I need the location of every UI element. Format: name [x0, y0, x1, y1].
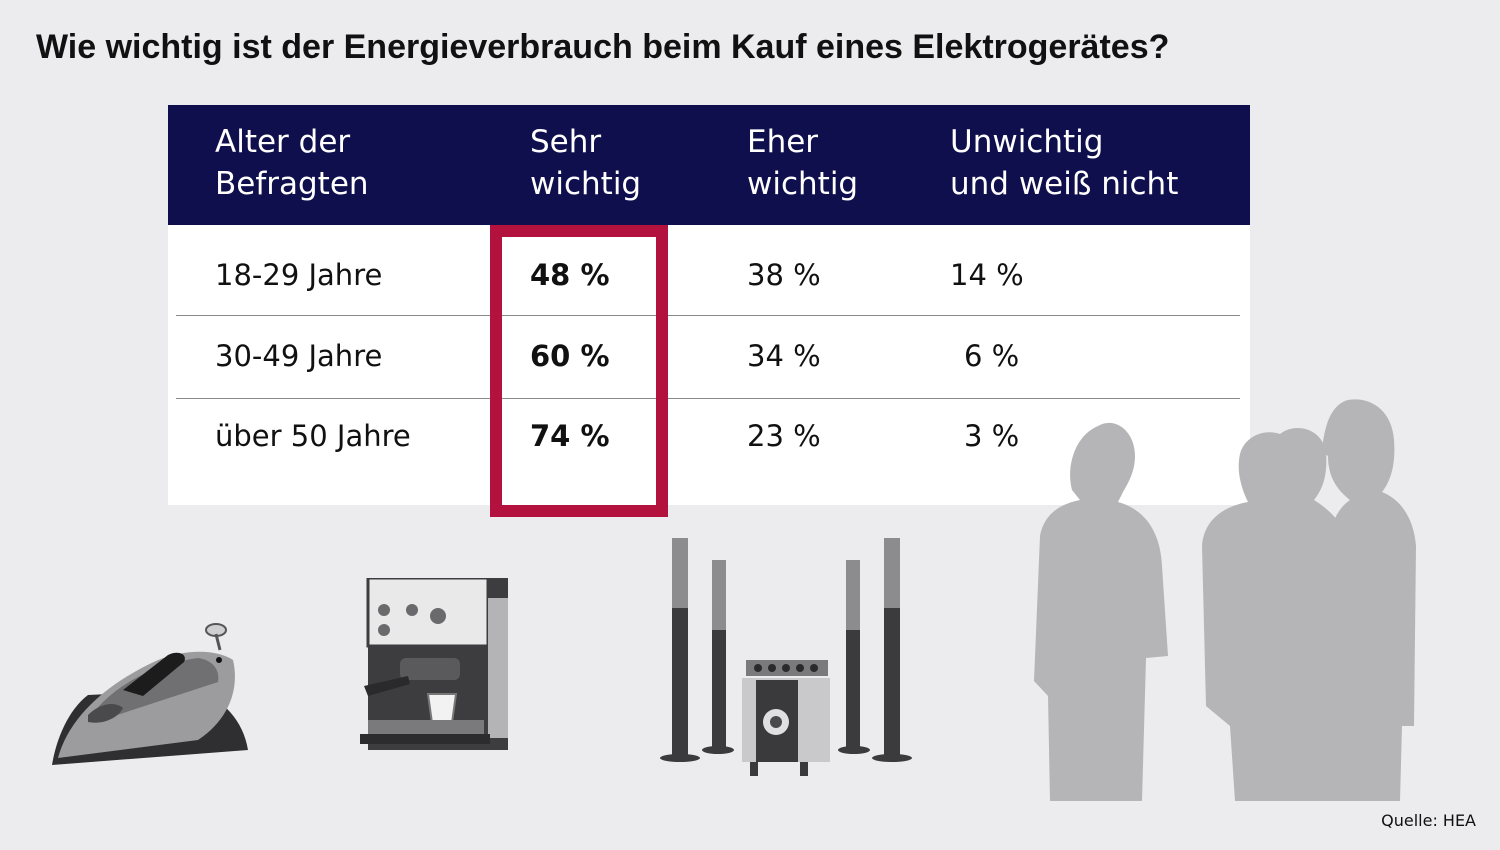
header-age-line1: Alter der: [215, 124, 351, 160]
header-rather-important: Eher wichtig: [747, 121, 858, 205]
home-theater-icon: [660, 538, 912, 776]
row-age: über 50 Jahre: [215, 419, 411, 453]
header-rather-important-line2: wichtig: [747, 166, 859, 202]
espresso-machine-icon: [360, 578, 508, 750]
header-unimportant-line2: und weiß nicht: [950, 166, 1179, 202]
iron-icon: [52, 623, 248, 765]
cell-very-important: 74 %: [530, 419, 610, 453]
cell-unimportant: 14 %: [950, 258, 1024, 292]
cell-rather-important: 38 %: [747, 258, 821, 292]
row-age: 18-29 Jahre: [215, 258, 383, 292]
header-very-important-line2: wichtig: [530, 166, 642, 202]
header-age-line2: Befragten: [215, 166, 369, 202]
cell-very-important: 48 %: [530, 258, 610, 292]
chart-title: Wie wichtig ist der Energieverbrauch bei…: [36, 28, 1170, 66]
header-very-important-line1: Sehr: [530, 124, 602, 160]
header-age: Alter der Befragten: [215, 121, 369, 205]
cell-rather-important: 34 %: [747, 339, 821, 373]
table-row: über 50 Jahre 74 % 23 % 3 %: [168, 396, 1250, 476]
people-silhouette: [1034, 399, 1416, 801]
highlight-frame: [490, 225, 668, 517]
cell-unimportant: 6 %: [964, 339, 1020, 373]
table-row: 30-49 Jahre 60 % 34 % 6 %: [168, 316, 1250, 396]
cell-unimportant: 3 %: [964, 419, 1020, 453]
header-unimportant-line1: Unwichtig: [950, 124, 1104, 160]
cell-very-important: 60 %: [530, 339, 610, 373]
cell-rather-important: 23 %: [747, 419, 821, 453]
table-row: 18-29 Jahre 48 % 38 % 14 %: [168, 235, 1250, 315]
source-note: Quelle: HEA: [1381, 811, 1476, 830]
row-divider: [176, 315, 1240, 316]
header-rather-important-line1: Eher: [747, 124, 819, 160]
row-divider: [176, 398, 1240, 399]
header-very-important: Sehr wichtig: [530, 121, 641, 205]
header-unimportant: Unwichtig und weiß nicht: [950, 121, 1178, 205]
table-header: Alter der Befragten Sehr wichtig Eher wi…: [168, 105, 1250, 225]
results-table: Alter der Befragten Sehr wichtig Eher wi…: [168, 105, 1250, 517]
row-age: 30-49 Jahre: [215, 339, 383, 373]
